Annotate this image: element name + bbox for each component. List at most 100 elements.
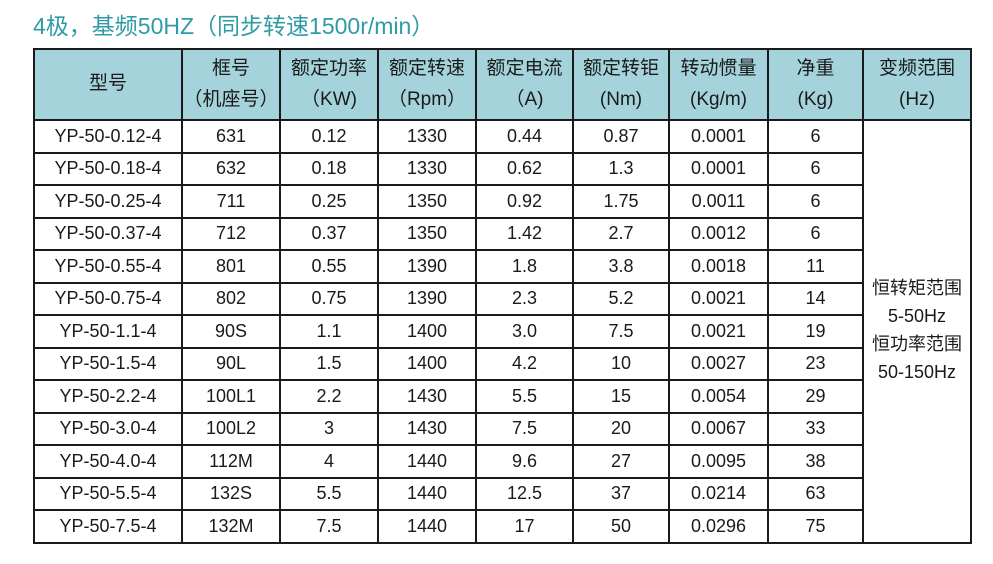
column-header-line1: 转动惯量 <box>680 58 757 80</box>
table-body: YP-50-0.12-4 631 0.12 1330 0.44 0.87 0.0001 6 恒转… <box>33 119 972 544</box>
cell-frame: 632 <box>181 151 281 186</box>
cell-model: YP-50-0.55-4 <box>33 249 183 284</box>
motor-spec-table: 型号 框号 （机座号） 额定功率 （KW) 额定转速 （Rpm） 额定电流 （A) 额定转钜 (Nm… <box>33 48 972 544</box>
cell-frame: 100L1 <box>181 379 281 414</box>
cell-model: YP-50-2.2-4 <box>33 379 183 414</box>
cell-current: 5.5 <box>475 379 574 414</box>
cell-current: 1.8 <box>475 249 574 284</box>
cell-power: 0.75 <box>279 281 379 316</box>
freq-range-line: 50-150Hz <box>877 362 957 383</box>
cell-speed: 1350 <box>377 216 477 251</box>
table-row: YP-50-0.12-4 631 0.12 1330 0.44 0.87 0.0001 6 恒转… <box>33 119 972 544</box>
cell-speed: 1350 <box>377 184 477 219</box>
cell-speed: 1330 <box>377 119 477 154</box>
cell-weight: 23 <box>767 346 864 381</box>
page-title: 4极，基频50HZ（同步转速1500r/min） <box>33 13 435 39</box>
cell-weight: 11 <box>767 249 864 284</box>
column-header-inertia: 转动惯量 (Kg/m) <box>668 48 769 121</box>
cell-model: YP-50-3.0-4 <box>33 411 183 446</box>
cell-inertia: 0.0018 <box>668 249 769 284</box>
table-header: 型号 框号 （机座号） 额定功率 （KW) 额定转速 （Rpm） 额定电流 （A) 额定转钜 (Nm… <box>33 48 972 121</box>
cell-torque: 10 <box>572 346 670 381</box>
cell-model: YP-50-1.5-4 <box>33 346 183 381</box>
column-header-current: 额定电流 （A) <box>475 48 574 121</box>
cell-inertia: 0.0067 <box>668 411 769 446</box>
cell-speed: 1440 <box>377 509 477 544</box>
cell-inertia: 0.0027 <box>668 346 769 381</box>
cell-current: 7.5 <box>475 411 574 446</box>
cell-power: 4 <box>279 444 379 479</box>
column-header-line2: （KW) <box>301 88 357 110</box>
cell-model: YP-50-0.18-4 <box>33 151 183 186</box>
cell-power: 0.37 <box>279 216 379 251</box>
column-header-model: 型号 <box>33 48 183 121</box>
cell-power: 3 <box>279 411 379 446</box>
cell-torque: 20 <box>572 411 670 446</box>
cell-power: 1.1 <box>279 314 379 349</box>
cell-power: 2.2 <box>279 379 379 414</box>
cell-frame: 712 <box>181 216 281 251</box>
cell-model: YP-50-5.5-4 <box>33 476 183 511</box>
column-header-freq: 变频范围 (Hz) <box>862 48 972 121</box>
cell-power: 0.18 <box>279 151 379 186</box>
cell-speed: 1440 <box>377 476 477 511</box>
column-header-line1: 额定功率 <box>290 58 367 80</box>
cell-inertia: 0.0021 <box>668 281 769 316</box>
cell-speed: 1400 <box>377 346 477 381</box>
cell-model: YP-50-0.75-4 <box>33 281 183 316</box>
cell-speed: 1390 <box>377 281 477 316</box>
cell-current: 17 <box>475 509 574 544</box>
table-row: YP-50-5.5-4 132S 5.5 1440 12.5 37 0.0214 63 <box>33 476 971 511</box>
cell-weight: 33 <box>767 411 864 446</box>
cell-frame: 631 <box>181 119 281 154</box>
cell-torque: 1.75 <box>572 184 670 219</box>
column-header-line2: （Rpm） <box>387 88 467 110</box>
page: 4极，基频50HZ（同步转速1500r/min） 型号 框号 （机座号） 额定功率 （K… <box>33 13 972 544</box>
cell-power: 0.55 <box>279 249 379 284</box>
cell-frame: 132S <box>181 476 281 511</box>
column-header-line1: 型号 <box>88 73 127 95</box>
cell-inertia: 0.0001 <box>668 151 769 186</box>
cell-current: 0.62 <box>475 151 574 186</box>
table-row: YP-50-0.55-4 801 0.55 1390 1.8 3.8 0.0018 11 <box>33 249 971 284</box>
cell-frame: 801 <box>181 249 281 284</box>
cell-speed: 1440 <box>377 444 477 479</box>
cell-speed: 1330 <box>377 151 477 186</box>
table-row: YP-50-1.1-4 90S 1.1 1400 3.0 7.5 0.0021 19 <box>33 314 971 349</box>
cell-inertia: 0.0214 <box>668 476 769 511</box>
cell-model: YP-50-1.1-4 <box>33 314 183 349</box>
table-row: YP-50-0.75-4 802 0.75 1390 2.3 5.2 0.0021 14 <box>33 281 971 316</box>
table-row: YP-50-0.18-4 632 0.18 1330 0.62 1.3 0.0001 6 <box>33 151 971 186</box>
cell-speed: 1430 <box>377 411 477 446</box>
cell-torque: 1.3 <box>572 151 670 186</box>
cell-weight: 75 <box>767 509 864 544</box>
cell-frame: 112M <box>181 444 281 479</box>
cell-power: 0.12 <box>279 119 379 154</box>
column-header-line1: 额定电流 <box>486 58 563 80</box>
column-header-frame: 框号 （机座号） <box>181 48 281 121</box>
column-header-line1: 净重 <box>796 58 835 80</box>
cell-current: 12.5 <box>475 476 574 511</box>
cell-torque: 27 <box>572 444 670 479</box>
table-row: YP-50-0.37-4 712 0.37 1350 1.42 2.7 0.0012 6 <box>33 216 971 251</box>
cell-frame: 132M <box>181 509 281 544</box>
freq-range-cell: 恒转矩范围 5-50Hz 恒功率范围 50-150Hz <box>862 119 972 544</box>
freq-range-line: 恒功率范围 <box>872 334 962 355</box>
table-row: YP-50-1.5-4 90L 1.5 1400 4.2 10 0.0027 23 <box>33 346 971 381</box>
cell-current: 4.2 <box>475 346 574 381</box>
column-header-line1: 额定转速 <box>388 58 465 80</box>
column-header-line2: （机座号） <box>183 88 279 110</box>
cell-speed: 1400 <box>377 314 477 349</box>
cell-weight: 29 <box>767 379 864 414</box>
cell-power: 7.5 <box>279 509 379 544</box>
cell-weight: 6 <box>767 151 864 186</box>
cell-weight: 38 <box>767 444 864 479</box>
cell-inertia: 0.0054 <box>668 379 769 414</box>
cell-current: 1.42 <box>475 216 574 251</box>
cell-torque: 3.8 <box>572 249 670 284</box>
cell-current: 3.0 <box>475 314 574 349</box>
cell-weight: 19 <box>767 314 864 349</box>
table-row: YP-50-3.0-4 100L2 3 1430 7.5 20 0.0067 33 <box>33 411 971 446</box>
cell-weight: 6 <box>767 184 864 219</box>
cell-power: 1.5 <box>279 346 379 381</box>
